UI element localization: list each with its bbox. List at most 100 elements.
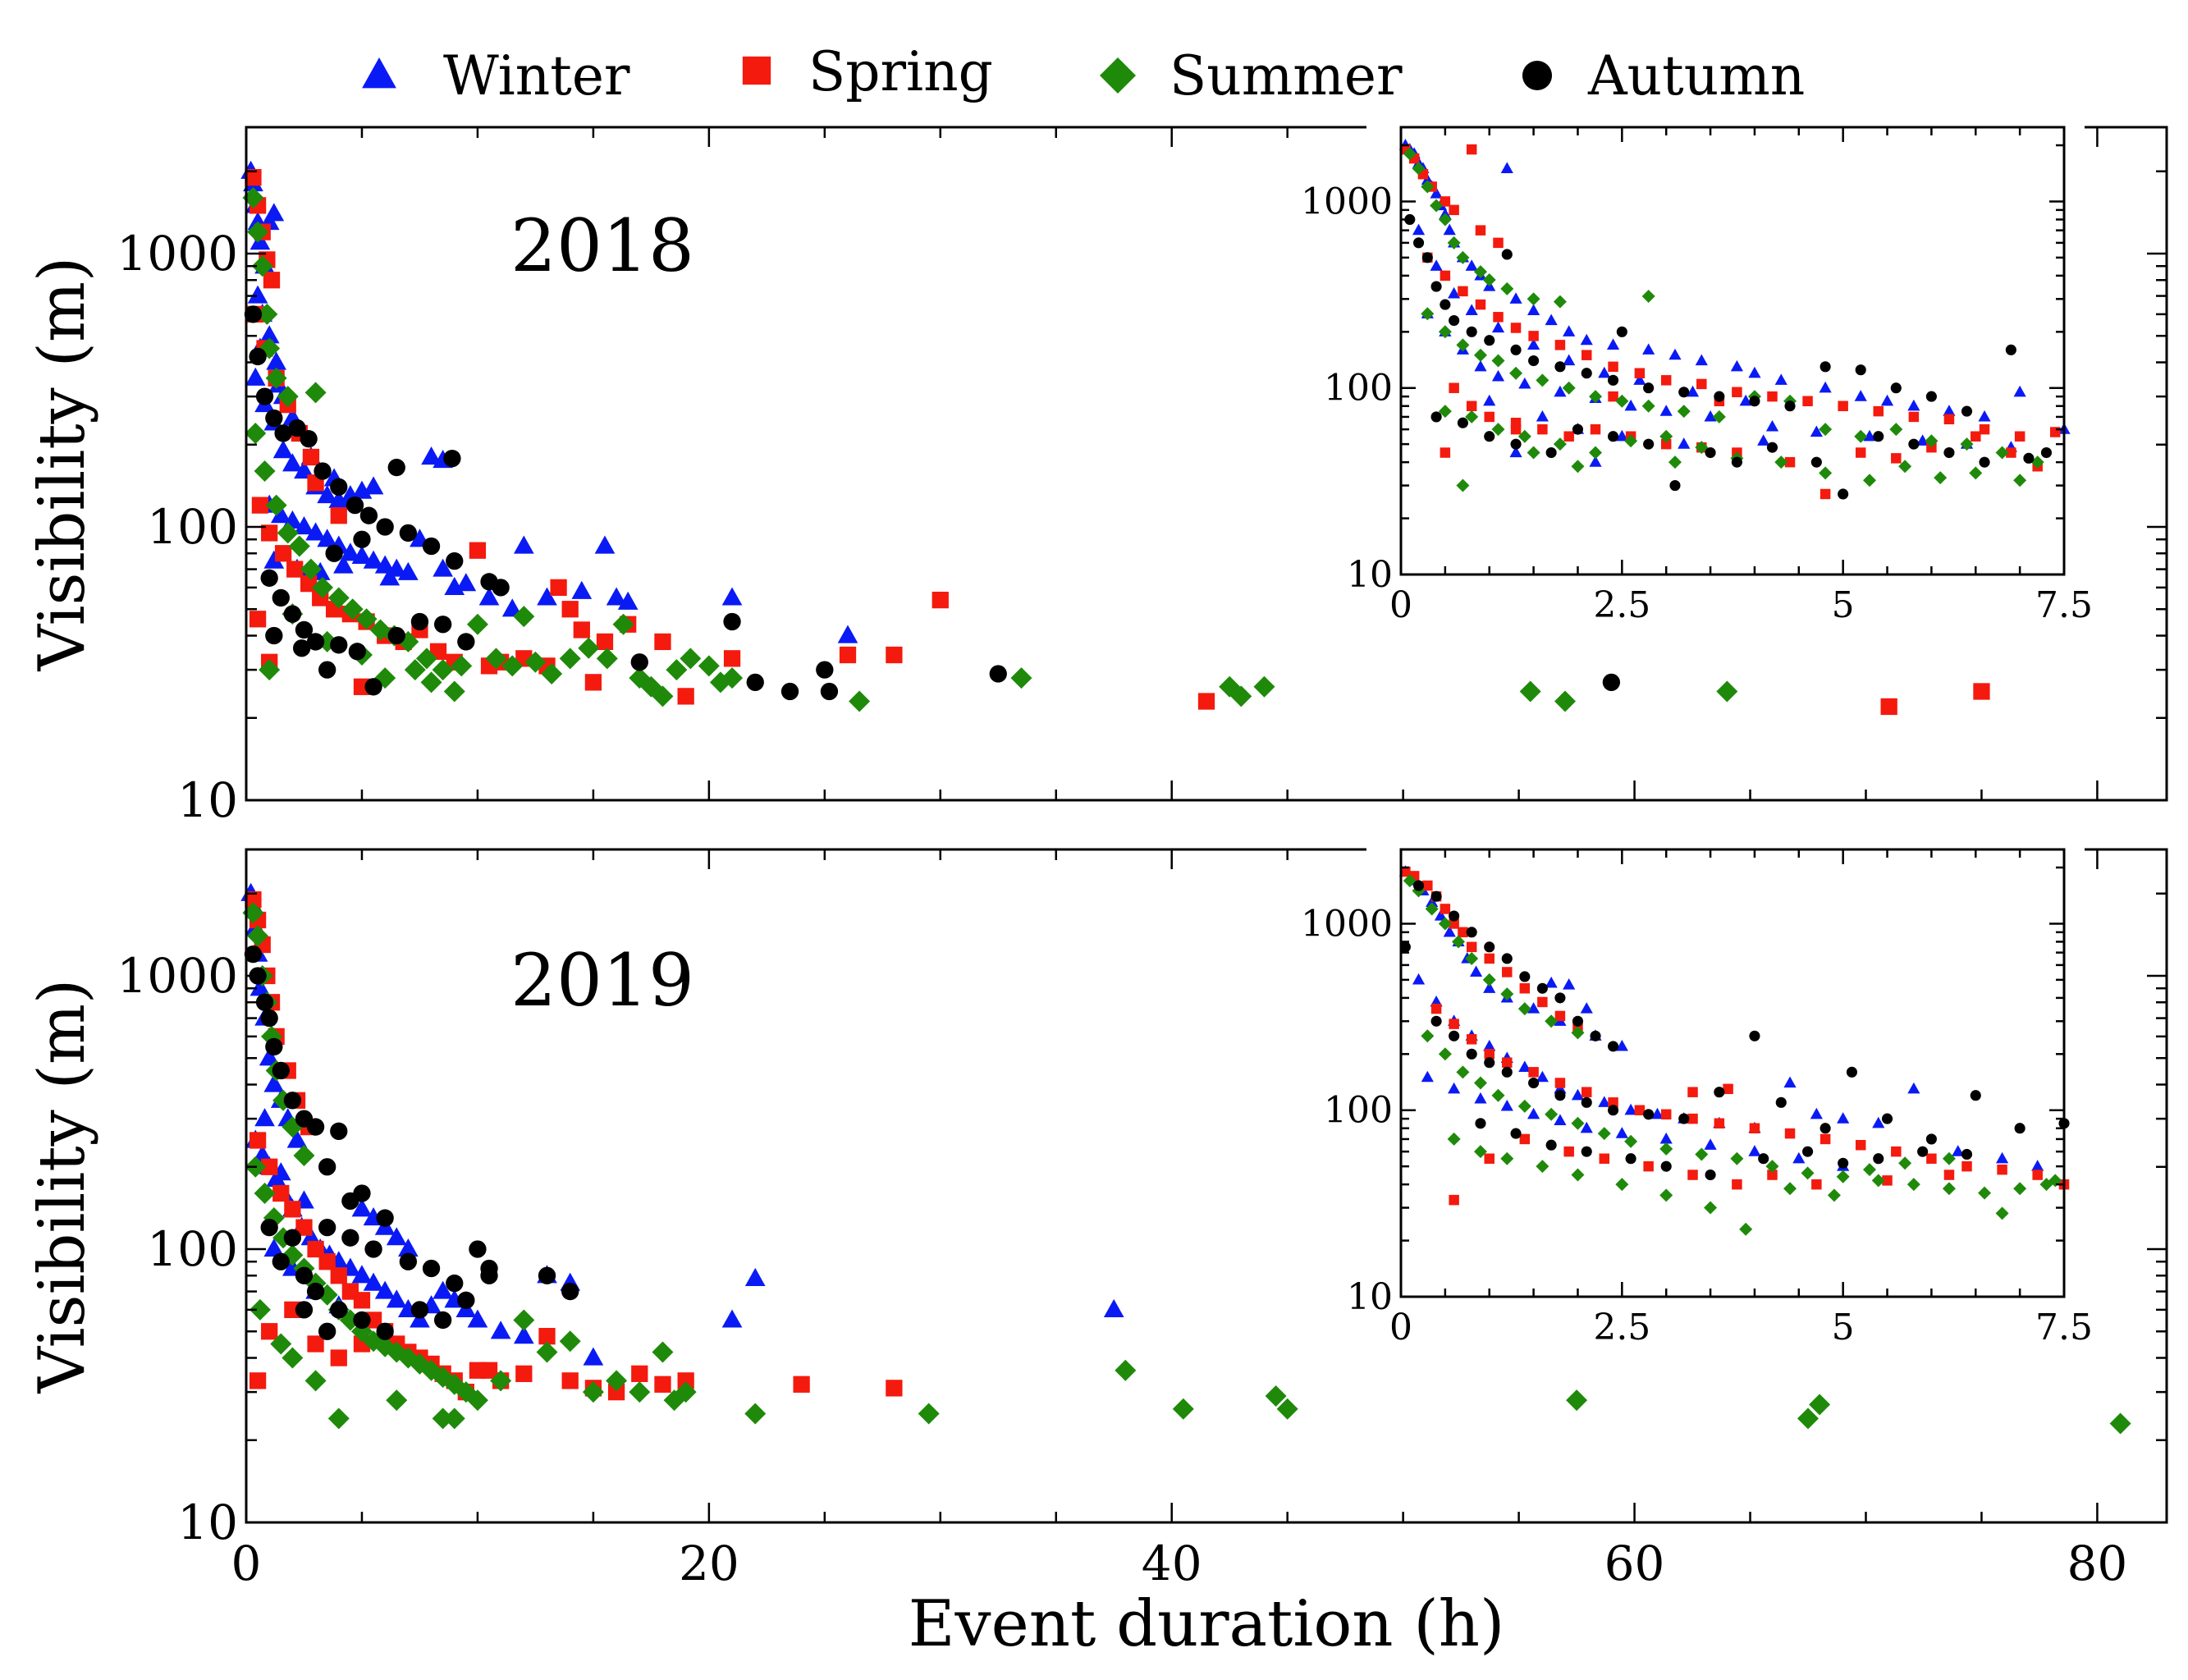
inset-point-2018-autumn-21 xyxy=(1855,364,1866,376)
inset-point-2018-winter-62 xyxy=(1430,259,1443,271)
point-2018-winter-52 xyxy=(617,591,639,610)
legend-label-winter: Winter xyxy=(443,44,630,108)
point-2019-summer-41 xyxy=(918,1403,940,1425)
inset-point-2018-summer-40 xyxy=(1589,446,1603,460)
point-2018-spring-49 xyxy=(330,507,347,524)
inset-point-2019-winter-4 xyxy=(1434,909,1448,921)
inset-point-2018-winter-24 xyxy=(1668,348,1682,360)
inset-point-2018-summer-48 xyxy=(1898,460,1912,474)
inset-point-2019-spring-23 xyxy=(1634,1105,1646,1115)
inset-x-tick-label-2019-0: 0 xyxy=(1389,1307,1412,1348)
inset-point-2018-winter-16 xyxy=(1500,162,1513,174)
inset-point-2018-spring-10 xyxy=(1440,270,1451,282)
inset-point-2019-winter-52 xyxy=(1545,976,1558,988)
inset-point-2019-autumn-18 xyxy=(1528,1077,1540,1089)
inset-point-2019-autumn-44 xyxy=(1873,1153,1884,1165)
inset-point-2019-spring-8 xyxy=(1484,953,1495,964)
point-2018-spring-38 xyxy=(723,650,741,667)
panel-2019-inset-x-ticks: 0 2.5 5 7.5 xyxy=(1389,849,2093,1348)
inset-point-2018-spring-21 xyxy=(1696,378,1707,390)
x-tick-label-40: 40 xyxy=(1142,1536,1202,1591)
point-2018-summer-39 xyxy=(698,655,720,677)
legend-item-summer: Summer xyxy=(1100,44,1403,108)
inset-point-2018-winter-49 xyxy=(1810,425,1823,437)
inset-point-2018-autumn-20 xyxy=(1820,361,1831,373)
inset-point-2019-spring-12 xyxy=(1554,1010,1566,1022)
inset-point-2018-spring-36 xyxy=(1537,423,1548,435)
inset-point-2018-summer-12 xyxy=(1641,290,1655,304)
point-2019-spring-36 xyxy=(631,1365,648,1382)
point-2019-spring-41 xyxy=(249,1372,267,1389)
inset-point-2019-spring-22 xyxy=(1608,1097,1618,1108)
point-2018-autumn-32 xyxy=(630,653,648,671)
point-2019-summer-45 xyxy=(1276,1398,1298,1420)
point-2018-autumn-24 xyxy=(318,661,336,679)
point-2019-spring-12 xyxy=(284,1201,301,1218)
point-2018-winter-46 xyxy=(501,598,523,617)
inset-point-2018-winter-54 xyxy=(1483,394,1496,406)
x-tick-label-20: 20 xyxy=(679,1536,739,1591)
inset-point-2018-summer-13 xyxy=(1421,307,1435,321)
inset-point-2018-spring-16 xyxy=(1554,340,1566,350)
inset-x-tick-label-2019-2.5: 2.5 xyxy=(1593,1307,1650,1348)
inset-point-2018-spring-45 xyxy=(1855,447,1866,458)
inset-point-2019-summer-36 xyxy=(1536,1160,1549,1174)
point-2019-summer-39 xyxy=(675,1381,697,1403)
inset-point-2018-spring-33 xyxy=(1466,401,1477,411)
y-axis-title-2019: Visibility (m) xyxy=(25,979,99,1394)
point-2019-autumn-17 xyxy=(538,1266,556,1284)
inset-point-2018-autumn-9 xyxy=(1510,344,1522,355)
point-2018-autumn-30 xyxy=(433,616,452,634)
inset-point-2018-spring-34 xyxy=(1484,411,1495,423)
inset-point-2018-autumn-22 xyxy=(1890,382,1902,394)
inset-point-2018-autumn-32 xyxy=(1572,423,1584,435)
panel-2018-frame xyxy=(245,126,2168,802)
inset-y-tick-label-2018-100: 100 xyxy=(1324,368,1393,410)
point-2019-winter-52 xyxy=(270,1162,291,1181)
inset-point-2018-autumn-35 xyxy=(1669,480,1681,492)
inset-point-2018-spring-4 xyxy=(1440,196,1451,207)
inset-point-2019-autumn-32 xyxy=(2014,1123,2026,1134)
point-2018-summer-22 xyxy=(432,659,454,681)
inset-point-2018-spring-13 xyxy=(1493,312,1504,323)
inset-point-2019-spring-38 xyxy=(1484,1153,1495,1164)
inset-point-2019-summer-21 xyxy=(1659,1142,1673,1156)
inset-point-2019-summer-38 xyxy=(1615,1178,1629,1192)
point-2019-spring-42 xyxy=(261,1323,278,1340)
inset-point-2018-spring-23 xyxy=(1767,391,1778,402)
point-2019-summer-34 xyxy=(582,1381,604,1403)
inset-point-2018-summer-28 xyxy=(1819,423,1833,437)
inset-point-2019-winter-44 xyxy=(1554,1114,1567,1125)
inset-point-2018-spring-25 xyxy=(1838,401,1848,411)
inset-point-2019-autumn-26 xyxy=(1775,1096,1787,1108)
inset-point-2019-summer-13 xyxy=(1456,1065,1470,1079)
point-2018-summer-24 xyxy=(466,613,488,635)
point-2018-winter-40 xyxy=(421,446,442,465)
point-2018-summer-27 xyxy=(513,606,535,628)
point-2018-spring-12 xyxy=(261,524,278,542)
inset-point-2018-autumn-7 xyxy=(1484,335,1495,346)
inset-point-2018-summer-55 xyxy=(1668,455,1682,469)
point-2018-summer-45 xyxy=(1230,685,1252,707)
point-2018-summer-7 xyxy=(304,382,327,404)
point-2018-autumn-8 xyxy=(330,478,348,496)
inset-point-2019-summer-34 xyxy=(1473,1145,1487,1159)
inset-point-2019-summer-16 xyxy=(1517,1099,1531,1113)
point-2018-winter-39 xyxy=(397,561,419,580)
inset-point-2018-spring-46 xyxy=(1891,453,1902,464)
inset-point-2019-summer-10 xyxy=(1571,1026,1585,1040)
legend-marker-spring xyxy=(742,56,771,85)
point-2018-summer-5 xyxy=(265,367,287,389)
inset-point-2018-summer-0 xyxy=(1403,147,1417,161)
point-2018-summer-2 xyxy=(251,255,273,277)
legend-marker-winter xyxy=(362,57,396,89)
inset-point-2018-winter-48 xyxy=(1765,419,1779,432)
inset-point-2019-winter-33 xyxy=(1837,1112,1850,1124)
inset-x-tick-label-2018-5: 5 xyxy=(1832,584,1855,626)
point-2019-autumn-2 xyxy=(255,993,274,1011)
point-2019-summer-52 xyxy=(282,1347,304,1369)
point-2019-winter-40 xyxy=(513,1325,534,1344)
point-2018-winter-36 xyxy=(363,550,384,569)
point-2018-winter-15 xyxy=(245,367,266,386)
